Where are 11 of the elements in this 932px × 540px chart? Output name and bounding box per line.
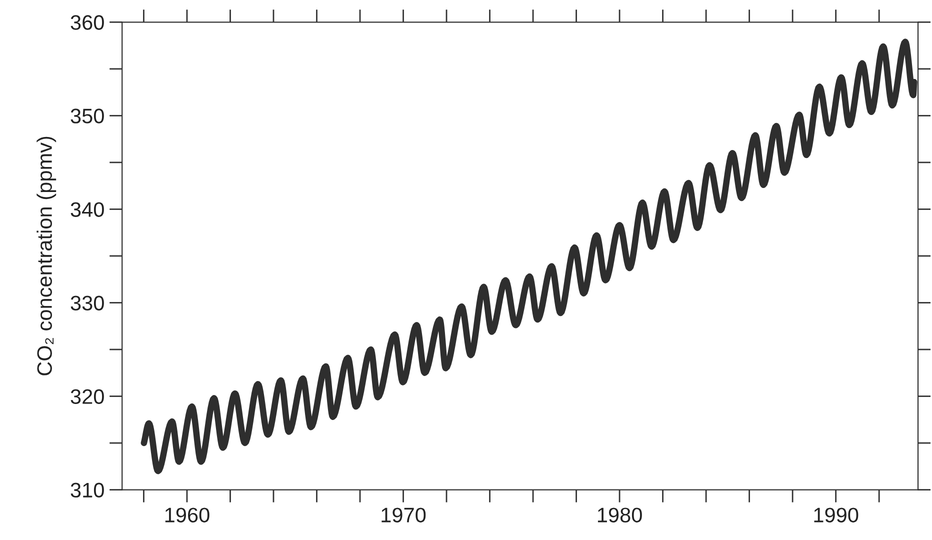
y-tick-label: 310: [70, 482, 104, 498]
x-tick-label: 1980: [598, 508, 642, 522]
x-tick-label: 1960: [165, 508, 210, 522]
y-tick-label: 350: [70, 108, 104, 124]
y-tick-label: 340: [70, 202, 104, 217]
y-tick-label: 330: [70, 296, 104, 310]
y-axis-title: CO₂ concentration (ppmv): [36, 136, 56, 376]
x-tick-label: 1970: [382, 508, 426, 522]
y-tick-label: 320: [70, 389, 104, 404]
y-tick-label: 360: [70, 15, 104, 30]
x-tick-label: 1990: [814, 508, 858, 522]
